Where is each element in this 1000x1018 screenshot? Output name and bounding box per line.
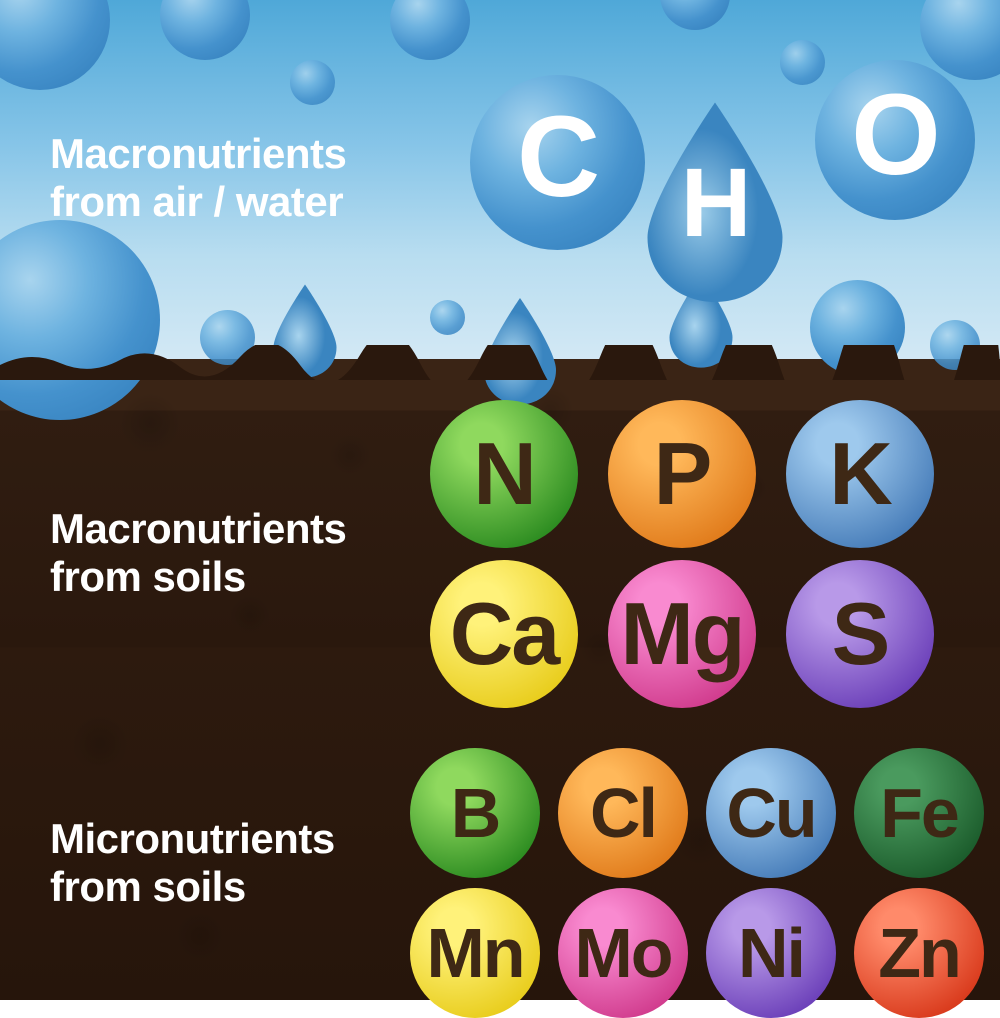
nutrient-b: B: [410, 748, 540, 878]
label-soil-micronutrients: Micronutrientsfrom soils: [50, 815, 335, 912]
nutrient-s: S: [786, 560, 934, 708]
nutrient-mn: Mn: [410, 888, 540, 1018]
air-element-label: C: [470, 91, 645, 223]
nutrient-cl: Cl: [558, 748, 688, 878]
nutrient-label: Fe: [880, 773, 958, 853]
nutrient-label: Ca: [450, 583, 559, 685]
nutrient-zn: Zn: [854, 888, 984, 1018]
nutrient-fe: Fe: [854, 748, 984, 878]
nutrient-label: P: [654, 423, 711, 525]
nutrient-label: Cl: [590, 773, 656, 853]
sky-bubble: [430, 300, 465, 335]
nutrient-mo: Mo: [558, 888, 688, 1018]
nutrient-label: Mg: [620, 583, 743, 685]
nutrient-ca: Ca: [430, 560, 578, 708]
nutrient-label: K: [829, 423, 891, 525]
nutrient-label: Mn: [426, 913, 523, 993]
nutrient-label: Mo: [574, 913, 671, 993]
label-soil-macronutrients: Macronutrientsfrom soils: [50, 505, 346, 602]
label-air-macronutrients: Macronutrientsfrom air / water: [50, 130, 346, 227]
air-element-label: H: [640, 147, 790, 259]
nutrient-label: Ni: [738, 913, 804, 993]
nutrient-k: K: [786, 400, 934, 548]
nutrient-ni: Ni: [706, 888, 836, 1018]
sky-bubble: [290, 60, 335, 105]
nutrient-mg: Mg: [608, 560, 756, 708]
soil-surface: [0, 345, 1000, 380]
nutrient-label: B: [451, 773, 500, 853]
nutrient-label: S: [832, 583, 889, 685]
nutrient-cu: Cu: [706, 748, 836, 878]
nutrient-n: N: [430, 400, 578, 548]
nutrient-p: P: [608, 400, 756, 548]
nutrient-label: Cu: [726, 773, 815, 853]
air-element-label: O: [815, 69, 975, 201]
nutrient-label: N: [473, 423, 535, 525]
nutrient-label: Zn: [878, 913, 960, 993]
